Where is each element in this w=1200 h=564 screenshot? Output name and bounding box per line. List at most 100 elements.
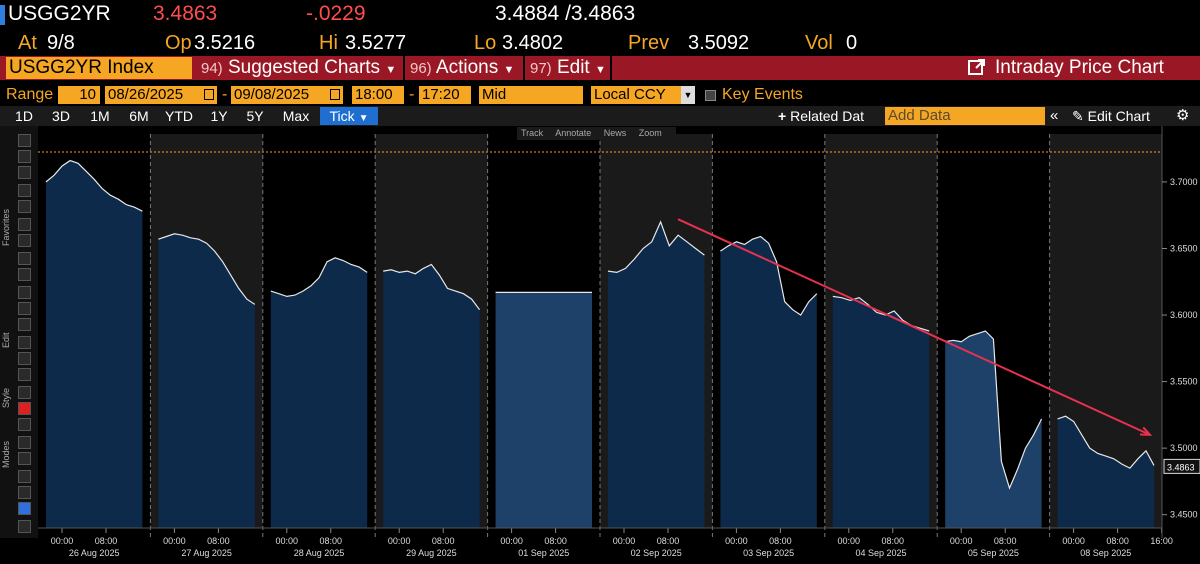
favorites-label: Favorites [1,208,11,246]
actions-menu[interactable]: 96) Actions ▼ [410,57,514,79]
period-6m-button[interactable]: 6M [129,108,149,124]
x-date-label: 08 Sep 2025 [1080,548,1131,558]
drawing-tool-icon[interactable] [18,252,31,265]
x-time-label: 08:00 [207,536,230,546]
range-days-field[interactable]: 10 [58,86,100,104]
x-date-label: 04 Sep 2025 [855,548,906,558]
low-label: Lo [474,32,497,54]
y-tick-label: 3.5000 [1170,443,1198,453]
chevron-down-icon: ▼ [358,113,369,124]
period-3d-button[interactable]: 3D [52,108,70,124]
start-time-field[interactable]: 18:00 [352,86,404,104]
period-1y-button[interactable]: 1Y [210,108,228,124]
start-date-field[interactable]: 08/26/2025 [105,86,217,104]
x-time-label: 00:00 [51,536,74,546]
drawing-tool-icon[interactable] [18,318,31,331]
drawing-tool-icon[interactable] [18,218,31,231]
drawing-tool-icon[interactable] [18,486,31,499]
edit-label: Edit [1,332,11,348]
drawing-tool-icon[interactable] [18,386,31,399]
last-price: 3.4863 [153,2,218,25]
range-label: Range [6,86,54,103]
collapse-icon[interactable]: « [1050,107,1059,124]
drawing-tool-icon[interactable] [18,452,31,465]
period-ytd-button[interactable]: YTD [165,108,193,124]
x-time-label: 00:00 [725,536,748,546]
period-1d-button[interactable]: 1D [15,108,33,124]
intraday-price-chart[interactable]: 00:00 08:00 26 Aug 2025 00:00 08:00 27 Aug 20… [38,126,1200,564]
drawing-tool-icon[interactable] [18,352,31,365]
edit-chart-button[interactable]: ✎ Edit Chart [1072,107,1150,125]
ticker-symbol: USGG2YR [8,2,111,25]
period-1m-button[interactable]: 1M [90,108,110,124]
last-value-label: 3.4863 [1167,462,1195,472]
x-time-label: 00:00 [276,536,299,546]
x-date-label: 28 Aug 2025 [294,548,345,558]
drawing-tool-icon[interactable] [18,402,31,415]
x-time-label: 08:00 [544,536,567,546]
period-max-button[interactable]: Max [282,108,310,124]
at-value: 9/8 [47,32,75,54]
price-area-session [608,221,705,528]
suggested-charts-label: Suggested Charts [227,57,381,78]
drawing-tool-icon[interactable] [18,150,31,163]
x-time-label: 08:00 [1106,536,1129,546]
calendar-icon[interactable] [204,89,214,100]
chevron-down-icon: ▼ [385,64,397,76]
chevron-down-icon: ▼ [595,64,606,76]
gear-icon[interactable]: ⚙ [1176,107,1190,124]
range-bar: Range 10 08/26/2025 - 09/08/2025 18:00 -… [6,86,803,104]
field-select[interactable]: Mid [479,86,583,104]
calendar-icon[interactable] [330,89,340,100]
drawing-tool-icon[interactable] [18,436,31,449]
news-tool[interactable]: News [603,128,627,138]
related-data-button[interactable]: + Related Dat [778,107,864,125]
price-area-session [945,331,1042,528]
track-tool[interactable]: Track [521,128,544,138]
period-5y-button[interactable]: 5Y [246,108,264,124]
price-area-session [1057,416,1154,528]
drawing-tool-icon[interactable] [18,234,31,247]
drawing-tool-icon[interactable] [18,502,31,515]
currency-select[interactable]: Local CCY ▼ [591,86,695,104]
actions-number: 96) [410,60,432,77]
x-time-label: 08:00 [994,536,1017,546]
drawing-tool-icon[interactable] [18,268,31,281]
drawing-tool-icon[interactable] [18,470,31,483]
edit-menu[interactable]: 97) Edit ▼ [530,57,606,79]
drawing-tool-icon[interactable] [18,286,31,299]
chart-title[interactable]: Intraday Price Chart [967,57,1164,79]
annotate-tool[interactable]: Annotate [555,128,592,138]
end-time-field[interactable]: 17:20 [419,86,471,104]
x-time-label: 16:00 [1150,536,1173,546]
zoom-tool[interactable]: Zoom [638,128,662,138]
drawing-tool-icon[interactable] [18,184,31,197]
quote-header: USGG2YR 3.4863 -.0229 3.4884 /3.4863 [0,0,1200,32]
x-time-label: 00:00 [838,536,861,546]
chevron-down-icon[interactable]: ▼ [681,86,695,104]
key-events-checkbox[interactable] [705,90,716,101]
drawing-tool-icon[interactable] [18,336,31,349]
end-date-field[interactable]: 09/08/2025 [231,86,343,104]
x-time-label: 08:00 [320,536,343,546]
drawing-tool-icon[interactable] [18,368,31,381]
drawing-tool-icon[interactable] [18,166,31,179]
drawing-tool-icon[interactable] [18,134,31,147]
drawing-tool-icon[interactable] [18,200,31,213]
drawing-tool-icon[interactable] [18,520,31,533]
add-data-input[interactable]: Add Data [885,107,1045,125]
related-data-label: Related Dat [790,108,865,124]
x-time-label: 00:00 [500,536,523,546]
drawing-tool-icon[interactable] [18,302,31,315]
x-date-label: 26 Aug 2025 [69,548,120,558]
security-index-field[interactable]: USGG2YR Index [6,57,192,79]
suggested-charts-menu[interactable]: 94) Suggested Charts ▼ [201,57,396,79]
x-time-label: 00:00 [163,536,186,546]
x-time-label: 00:00 [950,536,973,546]
trend-arrow-line [677,218,1151,436]
tick-button[interactable]: Tick ▼ [320,107,378,125]
currency-value: Local CCY [594,86,666,103]
modes-label: Modes [1,440,11,468]
drawing-tool-icon[interactable] [18,418,31,431]
prev-label: Prev [628,32,670,54]
